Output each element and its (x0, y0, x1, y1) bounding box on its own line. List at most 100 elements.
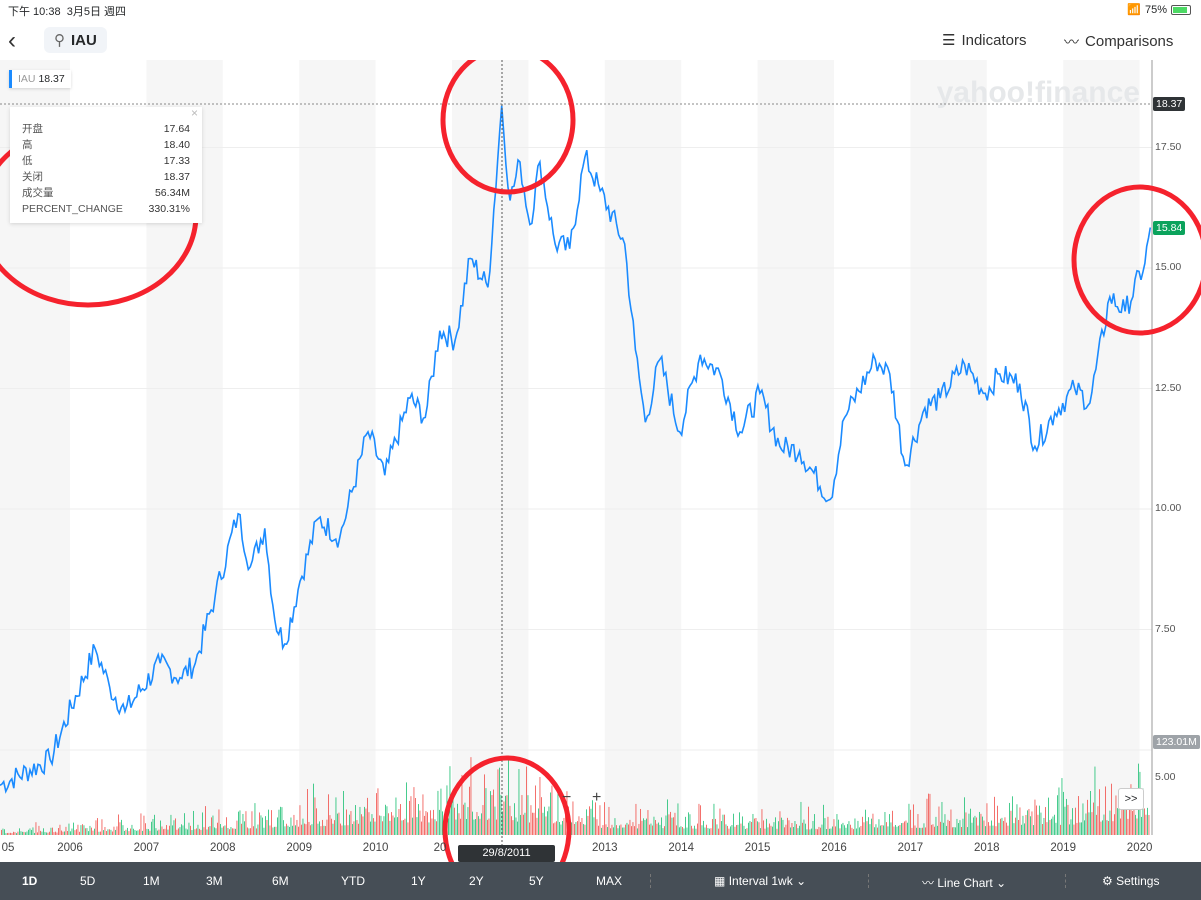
volume-bar (487, 819, 488, 835)
volume-bar (229, 829, 230, 835)
volume-bar (73, 822, 74, 835)
volume-bar (1096, 814, 1097, 835)
zoom-out-button[interactable]: − (562, 789, 572, 806)
volume-bar (1060, 824, 1061, 835)
volume-bar (1040, 812, 1042, 835)
range-5y[interactable]: 5Y (529, 874, 544, 888)
range-1m[interactable]: 1M (143, 874, 160, 888)
volume-bar (589, 806, 590, 835)
volume-bar (769, 823, 770, 835)
volume-bar (373, 818, 374, 835)
volume-bar (656, 823, 658, 835)
zoom-in-button[interactable]: + (592, 789, 602, 806)
volume-bar (841, 824, 842, 835)
range-1d[interactable]: 1D (22, 874, 38, 888)
volume-bar (740, 823, 742, 835)
tooltip-key: 开盘 (22, 123, 43, 135)
volume-bar (1109, 810, 1111, 835)
volume-bar (793, 826, 794, 835)
volume-bar (815, 828, 817, 835)
volume-bar (473, 819, 475, 835)
volume-bar (767, 827, 769, 835)
volume-bar (392, 815, 394, 835)
volume-bar (710, 828, 712, 835)
volume-bar (904, 821, 905, 835)
range-ytd[interactable]: YTD (341, 874, 365, 888)
range-5d[interactable]: 5D (80, 874, 96, 888)
volume-bar (805, 823, 806, 835)
volume-bar (1148, 815, 1150, 835)
volume-bar (806, 829, 808, 835)
interval-dropdown[interactable]: ▦ Interval 1wk ⌄ (714, 874, 806, 888)
volume-bar (46, 832, 47, 835)
comparisons-button[interactable]: 〰 Comparisons (1064, 31, 1173, 52)
volume-bar (245, 811, 247, 835)
symbol-search[interactable]: ⚲ IAU (44, 27, 107, 53)
volume-bar (380, 815, 382, 835)
volume-bar (170, 814, 172, 835)
volume-bar (517, 821, 518, 835)
volume-bar (734, 826, 736, 835)
chart-type-dropdown[interactable]: 〰 Line Chart ⌄ (922, 874, 1006, 891)
volume-bar (233, 828, 235, 835)
close-icon[interactable]: × (190, 106, 198, 120)
settings-button[interactable]: ⚙ Settings (1102, 874, 1159, 888)
volume-bar (1088, 812, 1090, 835)
back-button[interactable]: ‹ (8, 27, 16, 54)
volume-bar (718, 828, 719, 835)
price-chart[interactable]: yahoo!finance (0, 60, 1201, 862)
volume-bar (421, 821, 422, 835)
volume-bar (586, 809, 587, 835)
volume-bar (538, 808, 539, 835)
volume-bar (985, 826, 986, 835)
volume-bar (809, 829, 811, 835)
volume-bar (10, 832, 11, 835)
series-legend[interactable]: IAU 18.37 (9, 70, 71, 88)
volume-bar (530, 805, 532, 835)
volume-bar (602, 825, 604, 835)
volume-bar (961, 827, 962, 835)
volume-bar (608, 806, 610, 835)
volume-bar (1001, 817, 1003, 835)
volume-bar (763, 820, 764, 835)
volume-bar (269, 825, 271, 835)
volume-bar (329, 815, 331, 835)
volume-bar (616, 825, 617, 835)
range-1y[interactable]: 1Y (411, 874, 426, 888)
volume-bar (71, 828, 73, 835)
indicators-button[interactable]: ☰ Indicators (942, 31, 1027, 50)
volume-bar (829, 828, 830, 835)
volume-bar (826, 829, 827, 835)
volume-bar (700, 805, 701, 835)
volume-bar (926, 798, 928, 835)
volume-bar (139, 829, 140, 835)
volume-bar (217, 822, 218, 835)
volume-bar (845, 827, 847, 835)
range-2y[interactable]: 2Y (469, 874, 484, 888)
volume-bar (547, 811, 548, 835)
volume-bar (592, 800, 593, 835)
volume-bar (587, 815, 589, 835)
range-3m[interactable]: 3M (206, 874, 223, 888)
volume-bar (1063, 791, 1064, 835)
range-max[interactable]: MAX (596, 874, 623, 888)
y-tick-label: 5.00 (1155, 771, 1176, 783)
volume-bar (775, 817, 776, 835)
battery-icon (1171, 4, 1191, 15)
volume-bar (736, 825, 737, 835)
volume-bar (232, 828, 233, 835)
y-tick-label: 10.00 (1155, 502, 1182, 514)
volume-bar (250, 828, 251, 835)
volume-bar (157, 830, 158, 835)
scroll-latest-button[interactable]: >> (1118, 788, 1144, 810)
volume-bar (1144, 808, 1145, 835)
volume-bar (277, 817, 278, 835)
range-6m[interactable]: 6M (272, 874, 289, 888)
annotation-circle (440, 60, 576, 195)
volume-bar (149, 830, 151, 835)
volume-bar (133, 828, 134, 835)
volume-bar (944, 814, 946, 835)
volume-bar (461, 774, 463, 835)
volume-tag: 123.01M (1153, 735, 1200, 749)
volume-bar (230, 827, 232, 835)
